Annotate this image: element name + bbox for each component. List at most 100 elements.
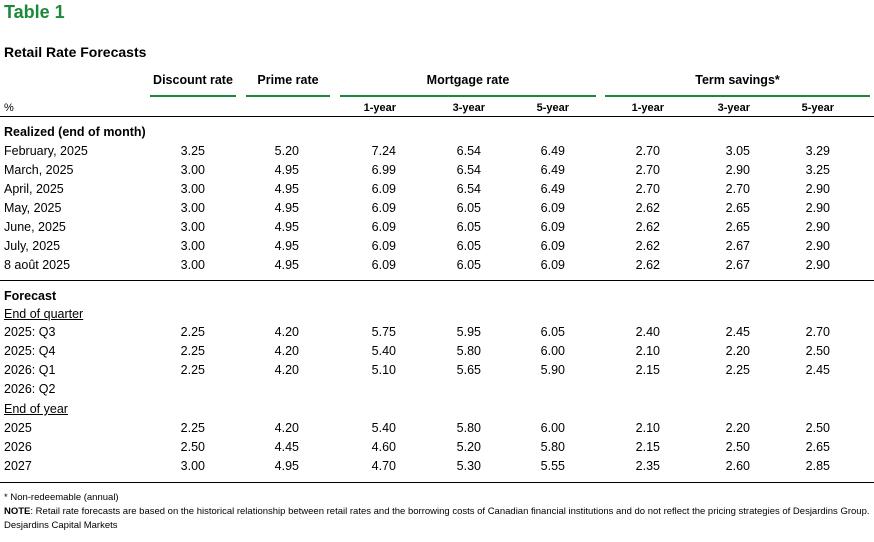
forecast-section-title: Forecast: [4, 289, 57, 303]
table-cell: 6.09: [371, 182, 396, 196]
end-of-year-label: End of year: [4, 402, 68, 416]
table-cell: 7.24: [371, 144, 396, 158]
row-label: 2025: [4, 421, 32, 435]
table-cell: 6.05: [456, 258, 481, 272]
row-label: June, 2025: [4, 220, 66, 234]
table-cell: 6.09: [540, 220, 565, 234]
header-divider: [0, 116, 874, 117]
table-row: 2025: Q3 2.25 4.20 5.75 5.95 6.05 2.40 2.45 2.70: [0, 325, 874, 344]
table-cell: 2.70: [635, 144, 660, 158]
term-underline: [605, 95, 870, 97]
table-cell: 2.90: [805, 201, 830, 215]
table-cell: 2.62: [635, 201, 660, 215]
table-cell: 2.35: [635, 459, 660, 473]
table-row: 2025: Q4 2.25 4.20 5.40 5.80 6.00 2.10 2.20 2.50: [0, 344, 874, 363]
table-cell: 5.30: [456, 459, 481, 473]
subhead-mortgage-1y: 1-year: [363, 102, 396, 114]
table-cell: 3.00: [180, 220, 205, 234]
row-label: 2026: Q2: [4, 382, 56, 396]
row-label: July, 2025: [4, 239, 61, 253]
table-cell: 2.40: [635, 325, 660, 339]
table-row: 2026 2.50 4.45 4.60 5.20 5.80 2.15 2.50 2.65: [0, 440, 874, 459]
header-term-savings: Term savings*: [695, 73, 780, 87]
discount-underline: [150, 95, 236, 97]
table-cell: 2.70: [805, 325, 830, 339]
table-cell: 3.00: [180, 163, 205, 177]
realized-section-title: Realized (end of month): [4, 125, 146, 139]
table-cell: 2.10: [635, 421, 660, 435]
row-label: 2026: Q1: [4, 363, 56, 377]
footer-divider: [0, 482, 874, 483]
table-cell: 4.95: [274, 220, 299, 234]
table-cell: 4.95: [274, 182, 299, 196]
table-cell: 4.95: [274, 459, 299, 473]
table-cell: 5.20: [456, 440, 481, 454]
table-row: 8 août 2025 3.00 4.95 6.09 6.05 6.09 2.62 2.67 2…: [0, 258, 874, 277]
table-cell: 2.60: [725, 459, 750, 473]
table-cell: 4.20: [274, 344, 299, 358]
table-cell: 2.65: [725, 201, 750, 215]
table-cell: 6.09: [540, 201, 565, 215]
header-discount-rate: Discount rate: [153, 73, 233, 87]
table-cell: 6.09: [371, 201, 396, 215]
table-cell: 3.25: [180, 144, 205, 158]
note-text: : Retail rate forecasts are based on the…: [30, 506, 870, 517]
table-cell: 5.10: [371, 363, 396, 377]
table-cell: 2.67: [725, 258, 750, 272]
end-of-quarter-label: End of quarter: [4, 307, 84, 321]
table-cell: 4.95: [274, 163, 299, 177]
table-row: March, 2025 3.00 4.95 6.99 6.54 6.49 2.70 2.90 3…: [0, 163, 874, 182]
table-cell: 2.45: [805, 363, 830, 377]
table-cell: 4.95: [274, 239, 299, 253]
subhead-mortgage-5y: 5-year: [536, 102, 569, 114]
table-cell: 6.09: [371, 220, 396, 234]
table-cell: 4.60: [371, 440, 396, 454]
note-label: NOTE: [4, 506, 31, 517]
row-label: 8 août 2025: [4, 258, 71, 272]
table-cell: 2.50: [805, 421, 830, 435]
table-cell: 5.80: [456, 344, 481, 358]
table-cell: 2.62: [635, 239, 660, 253]
table-cell: 6.09: [371, 258, 396, 272]
table-cell: 2.70: [725, 182, 750, 196]
table-cell: 5.65: [456, 363, 481, 377]
table-cell: 6.09: [540, 258, 565, 272]
table-cell: 2.25: [725, 363, 750, 377]
table-cell: 6.00: [540, 344, 565, 358]
table-cell: 3.29: [805, 144, 830, 158]
table-cell: 3.00: [180, 459, 205, 473]
table-cell: 6.00: [540, 421, 565, 435]
table-cell: 2.62: [635, 220, 660, 234]
row-label: May, 2025: [4, 201, 62, 215]
table-cell: 6.49: [540, 182, 565, 196]
footnote-source: Desjardins Capital Markets: [4, 520, 118, 531]
table-cell: 2.20: [725, 344, 750, 358]
table-cell: 5.75: [371, 325, 396, 339]
table-cell: 6.09: [371, 239, 396, 253]
table-cell: 2.90: [805, 182, 830, 196]
table-cell: 2.65: [805, 440, 830, 454]
row-label: March, 2025: [4, 163, 74, 177]
table-row: June, 2025 3.00 4.95 6.09 6.05 6.09 2.62 2.65 2.…: [0, 220, 874, 239]
table-row: 2025 2.25 4.20 5.40 5.80 6.00 2.10 2.20 2.50: [0, 421, 874, 440]
table-cell: 5.40: [371, 421, 396, 435]
row-label: 2026: [4, 440, 32, 454]
table-cell: 4.20: [274, 363, 299, 377]
table-cell: 4.20: [274, 421, 299, 435]
table-cell: 2.50: [725, 440, 750, 454]
header-prime-rate: Prime rate: [257, 73, 319, 87]
table-cell: 2.85: [805, 459, 830, 473]
table-cell: 2.65: [725, 220, 750, 234]
table-cell: 2.67: [725, 239, 750, 253]
table-cell: 4.95: [274, 258, 299, 272]
table-cell: 2.50: [180, 440, 205, 454]
table-cell: 6.49: [540, 144, 565, 158]
table-cell: 2.20: [725, 421, 750, 435]
footnote-star: * Non-redeemable (annual): [4, 492, 119, 503]
table-cell: 6.05: [540, 325, 565, 339]
prime-underline: [246, 95, 330, 97]
row-label: 2025: Q4: [4, 344, 56, 358]
mortgage-underline: [340, 95, 596, 97]
row-label: 2027: [4, 459, 32, 473]
footnote-note: NOTE: Retail rate forecasts are based on…: [4, 506, 870, 517]
